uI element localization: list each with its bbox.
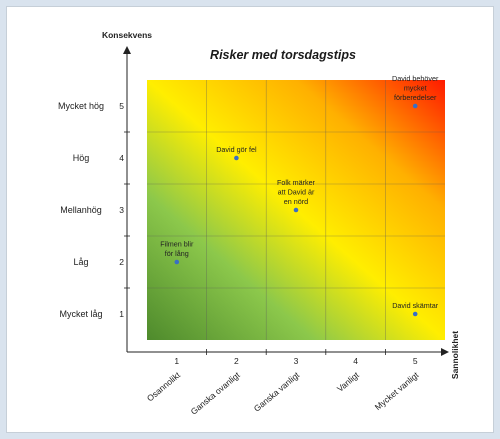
risk-points: Filmen blir för lång David gör fel Folk mär…: [160, 74, 439, 317]
risk-point: [234, 155, 239, 161]
risk-matrix-chart: Risker med torsdagstips Konsekvens Sanno…: [58, 30, 460, 417]
x-tick-label: 3: [294, 356, 299, 366]
chart-frame: Risker med torsdagstips Konsekvens Sanno…: [6, 6, 494, 433]
x-tick-label: 1: [174, 356, 179, 366]
y-tick-label: 3: [119, 205, 124, 215]
x-categories: Osannolikt Ganska ovanligt Ganska vanligt V…: [145, 369, 421, 416]
x-axis-title: Sannolikhet: [450, 331, 460, 379]
x-tick-label: 5: [413, 356, 418, 366]
risk-point: [412, 311, 418, 317]
point-label: Folk märker att David är en nörd: [277, 178, 316, 206]
y-tick-label: 1: [119, 309, 124, 319]
y-tick-label: 4: [119, 153, 124, 163]
y-categories: Mycket låg Låg Mellanhög Hög Mycket hög: [58, 101, 104, 319]
x-tick-label: 2: [234, 356, 239, 366]
risk-point: [174, 259, 180, 265]
x-tick-label: 4: [353, 356, 358, 366]
grid-lines: [147, 80, 445, 340]
y-category-label: Mycket hög: [58, 101, 104, 111]
x-category-label: Vanligt: [335, 369, 361, 393]
point-label: David gör fel: [216, 145, 257, 154]
chart-title: Risker med torsdagstips: [210, 48, 356, 62]
x-category-label: Ganska vanligt: [252, 369, 302, 413]
y-ticks: 1 2 3 4 5: [119, 101, 130, 319]
y-category-label: Mellanhög: [60, 205, 102, 215]
point-label: David skämtar: [392, 301, 439, 310]
x-category-label: Ganska ovanligt: [189, 369, 243, 416]
y-category-label: Hög: [73, 153, 90, 163]
risk-point: [293, 207, 299, 213]
x-category-label: Osannolikt: [145, 369, 183, 403]
y-axis-title: Konsekvens: [102, 30, 152, 40]
y-tick-label: 2: [119, 257, 124, 267]
point-label: David behöver mycket förberedelser: [392, 74, 439, 102]
risk-point: [412, 103, 418, 109]
x-category-label: Mycket vanligt: [373, 369, 421, 412]
point-label: Filmen blir för lång: [160, 240, 194, 259]
y-tick-label: 5: [119, 101, 124, 111]
y-category-label: Låg: [73, 257, 88, 267]
y-category-label: Mycket låg: [59, 309, 102, 319]
x-ticks: 1 2 3 4 5: [174, 349, 418, 366]
